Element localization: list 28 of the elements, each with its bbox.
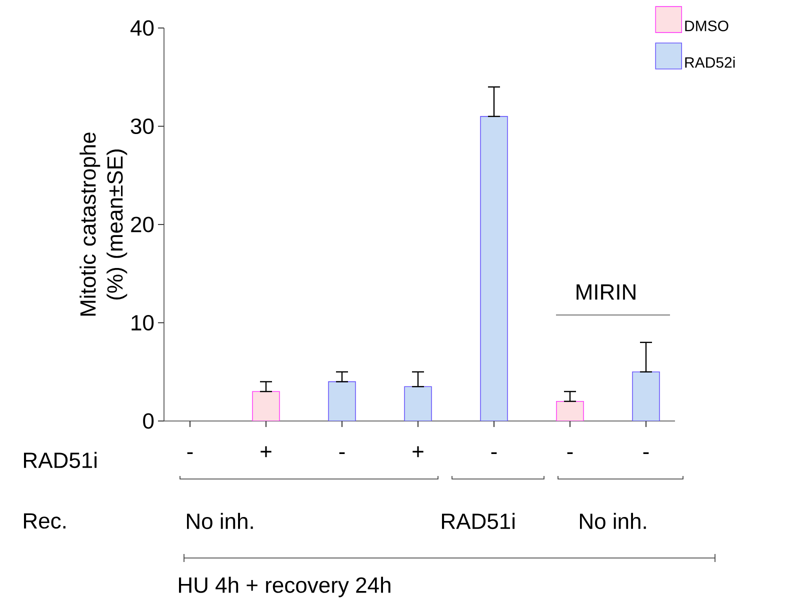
y-tick-label: 10 bbox=[132, 314, 154, 331]
text: RAD51i bbox=[24, 452, 97, 468]
bar bbox=[556, 400, 584, 421]
x-tick-label: - bbox=[339, 452, 345, 454]
bar bbox=[632, 371, 660, 421]
legend-label: RAD52i bbox=[685, 56, 735, 68]
x-tick-label: + bbox=[260, 446, 272, 458]
y-tick-label: 30 bbox=[130, 118, 154, 134]
text: HU 4h + recovery 24h bbox=[179, 576, 390, 598]
x-tick-label: + bbox=[412, 446, 424, 458]
x-tick-label: - bbox=[491, 452, 497, 454]
y-tick-label: 20 bbox=[131, 216, 154, 232]
text: No inh. bbox=[187, 512, 253, 530]
legend-label: DMSO bbox=[685, 20, 728, 32]
bar bbox=[404, 386, 432, 421]
y-axis-title: Mitotic catastrophe (%) (mean±SE) bbox=[80, 132, 128, 316]
x-tick-label: - bbox=[567, 452, 573, 454]
text: No inh. bbox=[580, 512, 646, 530]
bar bbox=[252, 391, 280, 421]
x-tick-label: - bbox=[187, 452, 193, 454]
y-tick-label: 0 bbox=[143, 413, 154, 429]
y-tick-label: 40 bbox=[130, 20, 154, 36]
text: RAD51i bbox=[442, 512, 515, 530]
x-tick-label: - bbox=[643, 452, 649, 454]
bar bbox=[480, 116, 508, 421]
bar bbox=[328, 381, 356, 421]
annotation: MIRIN bbox=[576, 284, 636, 300]
text: Rec. bbox=[24, 513, 66, 529]
